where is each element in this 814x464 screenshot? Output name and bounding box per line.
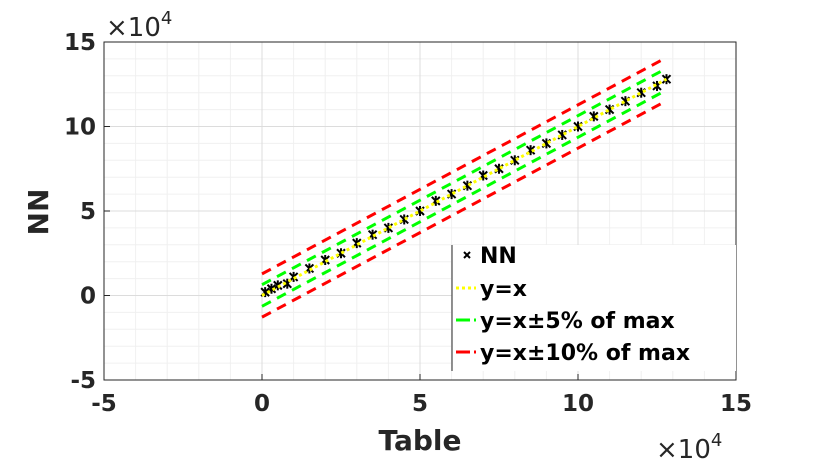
series-line bbox=[261, 77, 668, 297]
legend-items: NN y=x y=x±5% of max y=x±10% of max bbox=[456, 244, 690, 366]
y-tick-label: -5 bbox=[70, 368, 96, 394]
y-axis-multiplier: ×104 bbox=[106, 8, 172, 43]
series-line bbox=[261, 67, 668, 287]
legend-label: y=x±10% of max bbox=[480, 341, 690, 366]
legend: NN y=x y=x±5% of max y=x±10% of max bbox=[451, 244, 736, 371]
legend-label: y=x bbox=[480, 277, 527, 302]
nn-points bbox=[260, 74, 672, 298]
series-line bbox=[261, 99, 668, 319]
y-tick-label: 5 bbox=[80, 199, 96, 225]
x-tick-label: 15 bbox=[720, 391, 752, 417]
x-tick-label: 5 bbox=[412, 391, 428, 417]
x-tick-label: 0 bbox=[254, 391, 270, 417]
x-tick-label: -5 bbox=[91, 391, 117, 417]
legend-label: NN bbox=[480, 244, 517, 269]
legend-box bbox=[452, 245, 736, 371]
x-tick-label: 10 bbox=[562, 391, 594, 417]
y-tick-label: 0 bbox=[80, 284, 96, 310]
x-axis-multiplier: ×104 bbox=[656, 430, 722, 464]
series-line bbox=[261, 56, 668, 276]
legend-marker bbox=[463, 251, 471, 259]
tick-labels: -5 0 5 10 15 -5 0 5 10 15 bbox=[64, 30, 752, 417]
y-tick-label: 10 bbox=[64, 115, 96, 141]
reference-lines bbox=[261, 56, 668, 319]
y-axis-label: NN bbox=[22, 189, 55, 236]
y-tick-label: 15 bbox=[64, 30, 96, 56]
x-axis-label: Table bbox=[378, 424, 461, 457]
legend-label: y=x±5% of max bbox=[480, 309, 675, 334]
plot-area-frame bbox=[103, 41, 737, 381]
series-line bbox=[261, 88, 668, 308]
marker-stroke bbox=[463, 251, 471, 259]
